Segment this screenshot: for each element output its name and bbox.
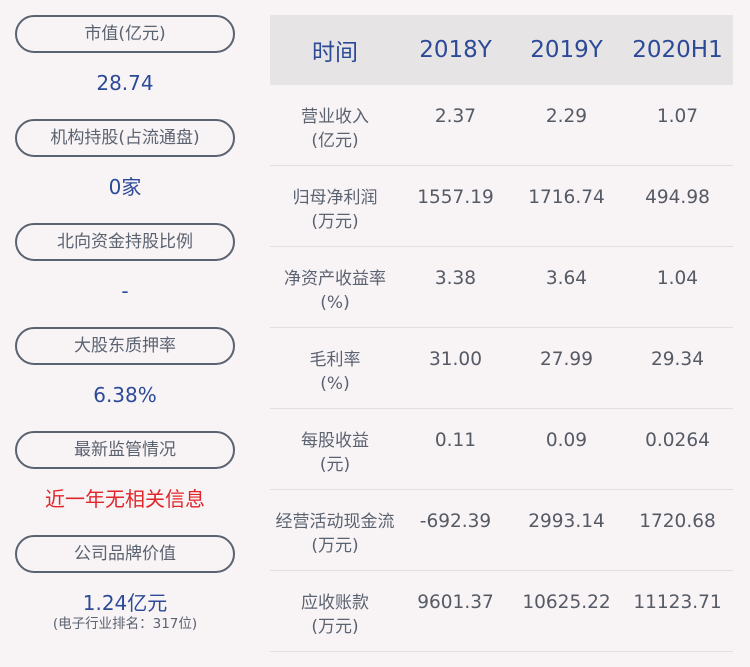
metric-name: 营业收入 — [301, 107, 369, 127]
row-label: 净资产收益率 (%) — [270, 247, 400, 327]
row-label: 经营活动现金流 (万元) — [270, 490, 400, 570]
metric-name: 归母净利润 — [292, 188, 378, 208]
summary-value: 0家 — [108, 175, 142, 199]
table-cell: 3.64 — [545, 268, 588, 289]
row-label: 营业收入 (亿元) — [270, 85, 400, 165]
brand-rank-note: (电子行业排名：317位) — [52, 616, 198, 632]
row-label: 每股收益 (元) — [270, 409, 400, 489]
table-header: 时间 2018Y 2019Y 2020H1 — [270, 15, 733, 85]
summary-block: 公司品牌价值 1.24亿元 (电子行业排名：317位) — [15, 535, 235, 639]
metric-name: 应收账款 — [301, 593, 369, 613]
table-row: 应收账款 (万元) 9601.37 10625.22 11123.71 — [270, 571, 733, 652]
summary-label-pill: 市值(亿元) — [15, 15, 235, 53]
table-cell: -692.39 — [419, 511, 492, 532]
summary-label-pill: 大股东质押率 — [15, 327, 235, 365]
table-cell: 10625.22 — [522, 592, 611, 613]
row-label: 归母净利润 (万元) — [270, 166, 400, 246]
table-cell: 0.0264 — [645, 430, 710, 451]
summary-value: - — [121, 279, 129, 303]
table-cell: 29.34 — [651, 349, 704, 370]
summary-block: 大股东质押率 6.38% — [15, 327, 235, 431]
table-row: 净资产收益率 (%) 3.38 3.64 1.04 — [270, 247, 733, 328]
metric-unit: (%) — [320, 293, 350, 313]
header-2019y: 2019Y — [530, 37, 603, 63]
summary-block: 最新监管情况 近一年无相关信息 — [15, 431, 235, 535]
table-cell: 494.98 — [645, 187, 710, 208]
summary-label-pill: 机构持股(占流通盘) — [15, 119, 235, 157]
header-2020h1: 2020H1 — [632, 37, 723, 63]
table-cell: 1557.19 — [417, 187, 494, 208]
table-row: 营业收入 (亿元) 2.37 2.29 1.07 — [270, 85, 733, 166]
table-cell: 1.04 — [656, 268, 699, 289]
table-cell: 27.99 — [540, 349, 593, 370]
summary-value: 28.74 — [96, 71, 154, 95]
metric-unit: (元) — [319, 455, 351, 475]
table-row: 毛利率 (%) 31.00 27.99 29.34 — [270, 328, 733, 409]
metric-unit: (%) — [320, 374, 350, 394]
summary-value: 1.24亿元 — [82, 591, 168, 615]
metric-unit: (亿元) — [311, 131, 359, 151]
table-row: 归母净利润 (万元) 1557.19 1716.74 494.98 — [270, 166, 733, 247]
row-label: 毛利率 (%) — [270, 328, 400, 408]
table-row: 每股收益 (元) 0.11 0.09 0.0264 — [270, 409, 733, 490]
metric-unit: (万元) — [311, 536, 359, 556]
metric-name: 毛利率 — [309, 350, 361, 370]
table-cell: 2993.14 — [528, 511, 605, 532]
table-cell: 31.00 — [429, 349, 482, 370]
table-cell: 1716.74 — [528, 187, 605, 208]
summary-block: 市值(亿元) 28.74 — [15, 15, 235, 119]
summary-block: 北向资金持股比例 - — [15, 223, 235, 327]
summary-panel: 市值(亿元) 28.74 机构持股(占流通盘) 0家 北向资金持股比例 - 大股东质押… — [15, 15, 235, 639]
table-cell: 1.07 — [656, 106, 699, 127]
header-2018y: 2018Y — [419, 37, 492, 63]
summary-label-pill: 北向资金持股比例 — [15, 223, 235, 261]
metric-unit: (万元) — [311, 617, 359, 637]
metric-name: 净资产收益率 — [284, 269, 386, 289]
summary-label-pill: 最新监管情况 — [15, 431, 235, 469]
table-cell: 1720.68 — [639, 511, 716, 532]
metric-name: 经营活动现金流 — [275, 512, 395, 532]
table-cell: 2.29 — [545, 106, 588, 127]
table-cell: 2.37 — [434, 106, 477, 127]
summary-value: 近一年无相关信息 — [45, 487, 205, 511]
financial-table: 时间 2018Y 2019Y 2020H1 营业收入 (亿元) 2.37 2.29 1.… — [270, 15, 733, 652]
header-time: 时间 — [312, 40, 358, 66]
table-cell: 9601.37 — [417, 592, 494, 613]
row-label: 应收账款 (万元) — [270, 571, 400, 651]
summary-label-pill: 公司品牌价值 — [15, 535, 235, 573]
table-cell: 11123.71 — [633, 592, 722, 613]
metric-unit: (万元) — [311, 212, 359, 232]
table-cell: 0.09 — [545, 430, 588, 451]
metric-name: 每股收益 — [301, 431, 369, 451]
summary-block: 机构持股(占流通盘) 0家 — [15, 119, 235, 223]
table-cell: 3.38 — [434, 268, 477, 289]
table-row: 经营活动现金流 (万元) -692.39 2993.14 1720.68 — [270, 490, 733, 571]
summary-value: 6.38% — [93, 383, 157, 407]
table-cell: 0.11 — [434, 430, 477, 451]
